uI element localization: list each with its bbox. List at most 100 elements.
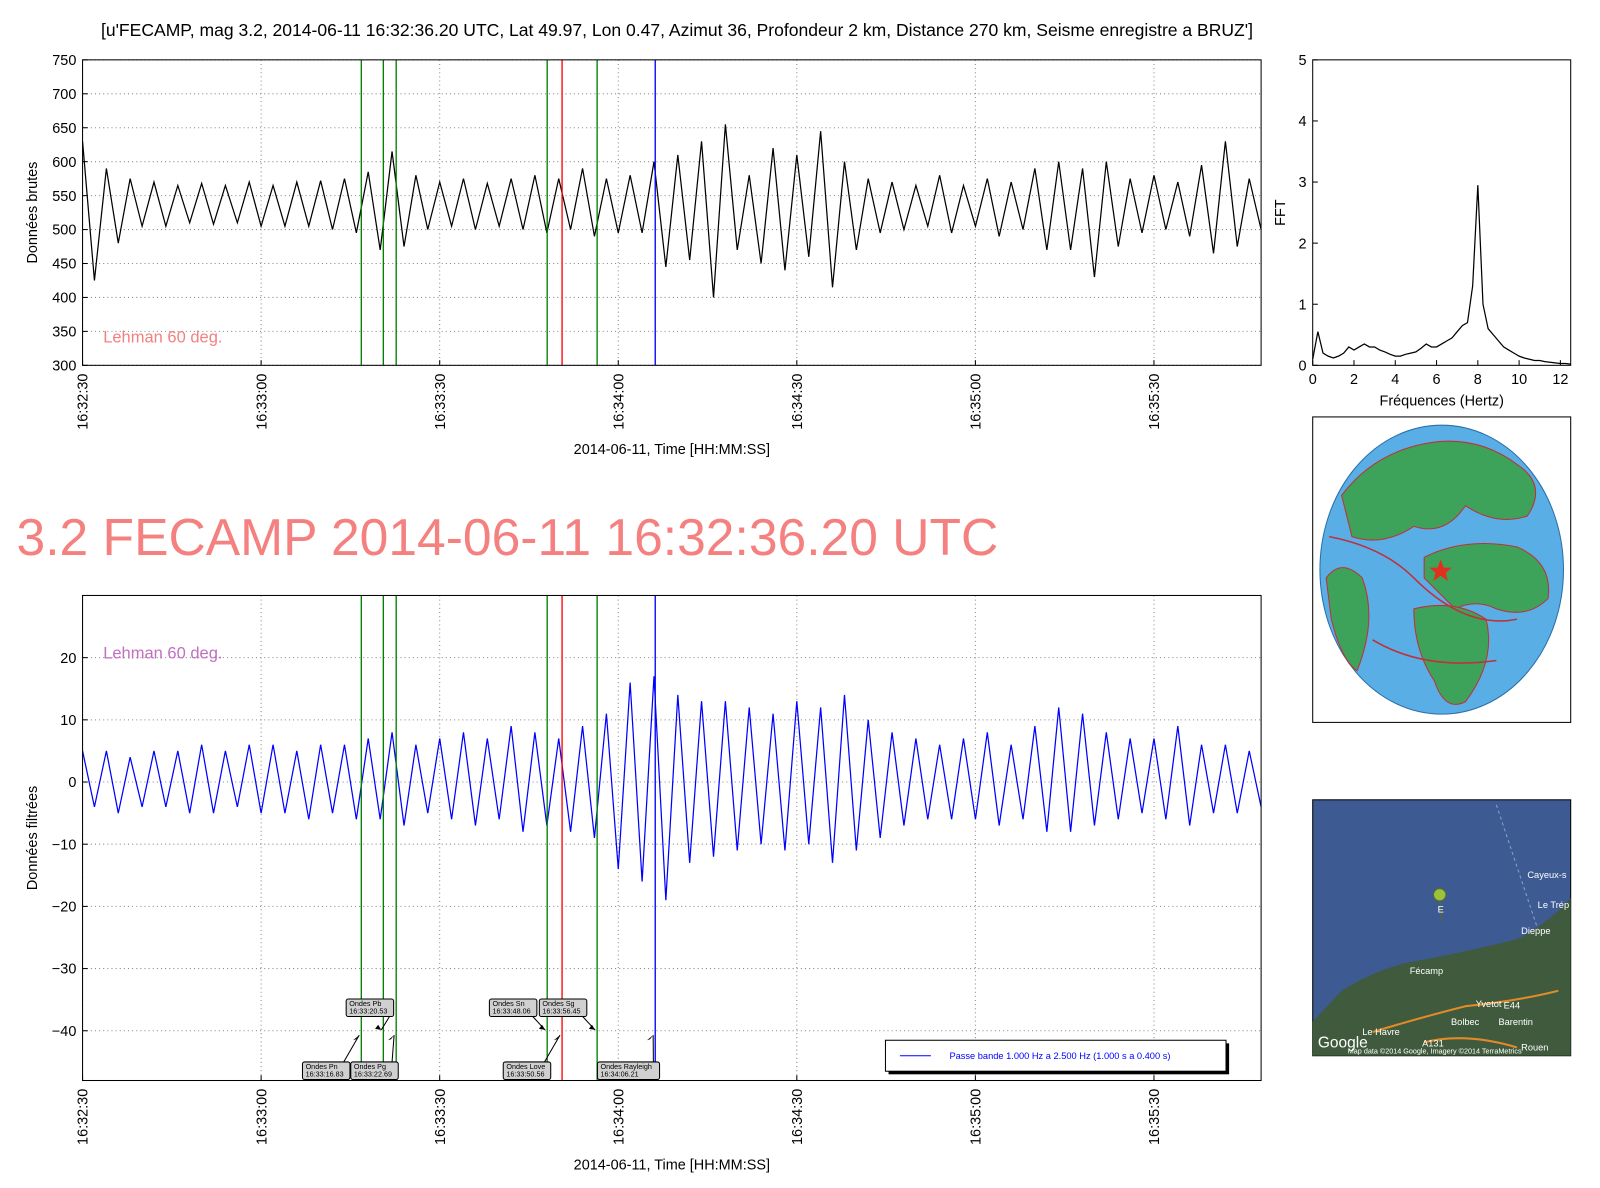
x-tick-label: 16:33:30 (433, 1089, 449, 1145)
y-axis-label: Données brutes (25, 162, 41, 264)
y-tick-label: 10 (60, 713, 76, 729)
map-label: E44 (1504, 1000, 1521, 1010)
x-tick-label: 16:34:30 (790, 374, 806, 430)
land (1341, 440, 1537, 541)
map-label: Map data ©2014 Google, Imagery ©2014 Ter… (1348, 1047, 1522, 1056)
annotation-time: 16:33:16.83 (306, 1069, 344, 1078)
annotation-box (301, 1061, 351, 1080)
y-tick-label: −20 (52, 900, 77, 916)
y-tick-label: 2 (1298, 236, 1306, 252)
y-axis-label: Données filtrées (25, 786, 41, 890)
annotation: Lehman 60 deg. (103, 329, 222, 347)
annotation-label: Ondes Pg (354, 1062, 386, 1071)
land (1312, 897, 1571, 1056)
y-tick-label: 300 (52, 358, 76, 374)
x-axis-label: 2014-06-11, Time [HH:MM:SS] (574, 442, 770, 458)
marker (1433, 888, 1447, 922)
x-tick-label: 16:34:30 (790, 1089, 806, 1145)
annotation-box (502, 1061, 552, 1080)
annotation: Lehman 60 deg. (103, 644, 222, 662)
map-label: Rouen (1521, 1043, 1548, 1053)
x-tick-label: 16:32:30 (76, 1089, 92, 1145)
x-tick-label: 16:34:00 (611, 1089, 627, 1145)
legend-label: Passe bande 1.000 Hz a 2.500 Hz (1.000 s… (949, 1051, 1170, 1061)
map-label: Barentin (1498, 1017, 1533, 1027)
chart-title: [u'FECAMP, mag 3.2, 2014-06-11 16:32:36.… (101, 20, 1253, 40)
legend-box (884, 1039, 1227, 1072)
map-label: Le Trép (1538, 900, 1569, 910)
y-tick-label: −40 (52, 1024, 77, 1040)
x-tick-label: 16:33:30 (433, 374, 449, 430)
plot-frame (82, 594, 1262, 1082)
world-map (1319, 424, 1564, 715)
y-tick-label: 3 (1298, 175, 1306, 191)
annotation-arrow (391, 1035, 395, 1062)
y-tick-label: 700 (52, 87, 76, 103)
plot-area (1312, 59, 1571, 366)
x-tick-label: 16:33:00 (254, 374, 270, 430)
land (1413, 604, 1490, 705)
x-tick-label: 12 (1552, 372, 1568, 388)
x-tick-label: 8 (1474, 372, 1482, 388)
annotation-box (538, 998, 588, 1018)
y-axis-label: FFT (1273, 199, 1289, 226)
x-axis-label: Fréquences (Hertz) (1380, 394, 1504, 410)
x-tick-label: 0 (1309, 372, 1317, 388)
map-label: Bolbec (1451, 1017, 1480, 1027)
y-tick-label: 0 (1298, 358, 1306, 374)
series-line (81, 676, 1262, 901)
x-tick-label: 16:35:30 (1147, 1089, 1163, 1145)
x-tick-label: 4 (1391, 372, 1399, 388)
y-tick-label: 450 (52, 257, 76, 273)
land (1423, 543, 1550, 613)
local-map (1312, 799, 1572, 1057)
x-tick-label: 2 (1350, 372, 1358, 388)
x-tick-label: 16:33:00 (254, 1089, 270, 1145)
annotation-arrow (380, 1016, 390, 1031)
arrow-head (646, 1035, 654, 1041)
map-label: Dieppe (1521, 926, 1550, 936)
y-tick-label: 500 (52, 223, 76, 239)
y-tick-label: 650 (52, 121, 76, 137)
arrow-head (538, 1024, 546, 1030)
plot-area (82, 595, 1262, 1081)
map-label: Fécamp (1410, 966, 1443, 976)
x-tick-label: 6 (1433, 372, 1441, 388)
road (1372, 989, 1559, 1049)
plate-boundary (1329, 535, 1518, 664)
y-tick-label: 4 (1298, 114, 1306, 130)
annotation-arrow (343, 1034, 360, 1063)
x-axis-label: 2014-06-11, Time [HH:MM:SS] (574, 1157, 770, 1173)
map-label: Google (1318, 1034, 1368, 1051)
epicenter-star (1429, 559, 1453, 582)
x-tick-label: 16:35:30 (1147, 374, 1163, 430)
map-label: Cayeux-s (1527, 870, 1567, 880)
x-tick-label: 16:34:00 (611, 374, 627, 430)
annotation-box (596, 1061, 661, 1080)
map-label: Yvetot (1476, 999, 1502, 1009)
arrow-head (387, 1035, 395, 1041)
arrow-head (375, 1024, 382, 1030)
annotation-box (345, 998, 395, 1018)
map-label: E (1438, 904, 1444, 914)
arrow-head (553, 1035, 561, 1041)
y-tick-label: 5 (1298, 53, 1306, 69)
canvas: 3.2 FECAMP 2014-06-11 16:32:36.20 UTC [u'… (17, 20, 1572, 1173)
arrow-head (353, 1035, 360, 1041)
annotation-time: 16:34:06.21 (601, 1069, 639, 1078)
y-tick-label: 550 (52, 189, 76, 205)
annotation-time: 16:33:56.45 (542, 1006, 580, 1015)
y-tick-label: 750 (52, 53, 76, 69)
plot-frame (82, 59, 1262, 366)
y-tick-label: 600 (52, 155, 76, 171)
y-tick-label: −30 (52, 962, 77, 978)
x-tick-label: 16:35:00 (969, 374, 985, 430)
annotation-box (488, 998, 538, 1018)
x-tick-label: 16:35:00 (969, 1089, 985, 1145)
annotation-label: Ondes Pb (349, 999, 381, 1008)
annotation-label: Ondes Rayleigh (601, 1062, 652, 1071)
y-tick-label: 0 (68, 775, 76, 791)
annotation-label: Ondes Sg (542, 999, 574, 1008)
